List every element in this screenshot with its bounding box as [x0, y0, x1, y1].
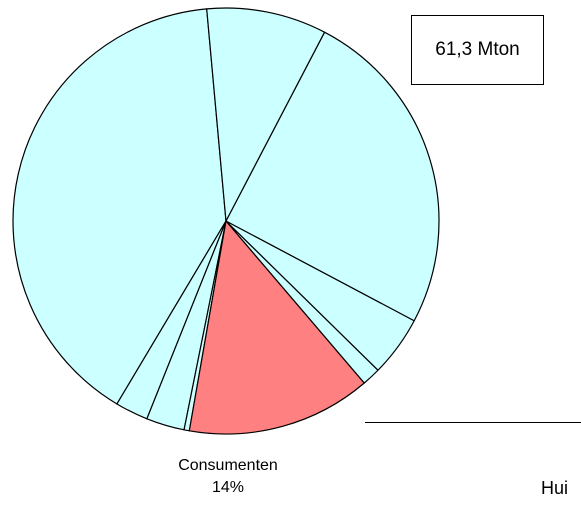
pie-slice-1	[12, 8, 227, 405]
total-label: 61,3 Mton	[435, 39, 520, 60]
pie-slice-9	[206, 7, 326, 222]
highlight-slice-label: Consumenten 14%	[158, 455, 298, 499]
partial-text: Hui	[541, 478, 569, 498]
pie-slice-8	[225, 31, 440, 322]
highlight-slice-percent: 14%	[211, 479, 245, 496]
highlight-slice-name: Consumenten	[178, 457, 278, 474]
divider-line	[365, 422, 581, 423]
pie-slice-consumenten	[188, 220, 365, 435]
total-box: 61,3 Mton	[411, 15, 544, 85]
pie-slices	[12, 7, 440, 435]
